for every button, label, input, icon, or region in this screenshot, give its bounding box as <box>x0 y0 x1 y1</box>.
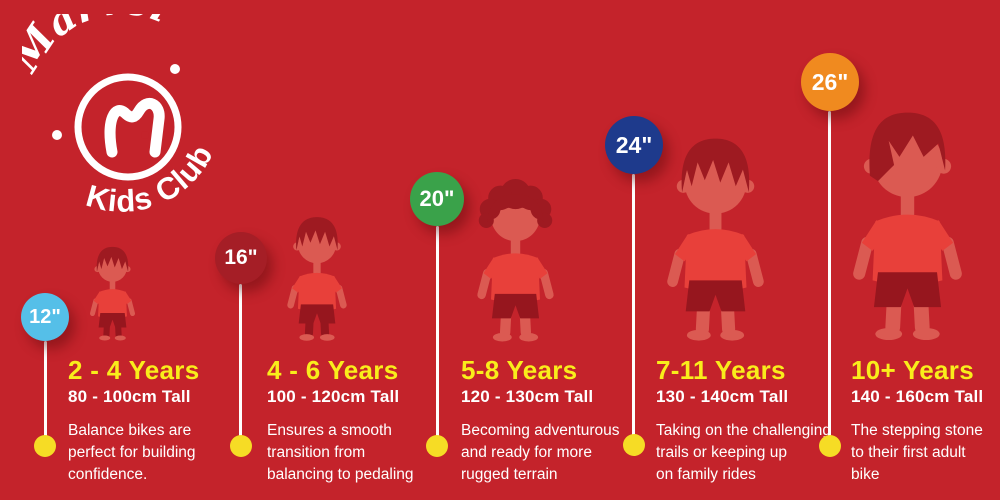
brand-logo: Marvel Kids Club <box>22 14 219 219</box>
kid-illustration-child <box>287 217 347 341</box>
badge-label: 12" <box>29 305 61 328</box>
badge-label: 20" <box>419 186 455 211</box>
pointer-line <box>436 226 439 446</box>
age-range-heading: 5-8 Years <box>461 355 578 385</box>
badge-label: 16" <box>224 246 258 269</box>
description: The stepping stone to their first adult … <box>851 422 983 483</box>
logo-dot-left <box>52 130 62 140</box>
pointer-line <box>239 284 242 446</box>
description: Taking on the challenging trails or keep… <box>656 422 831 483</box>
info-text-block: 10+ Years 140 - 160cm Tall The stepping … <box>851 356 1000 486</box>
description: Becoming adventurous and ready for more … <box>461 422 620 483</box>
logo-m-mark <box>74 73 182 181</box>
height-range: 80 - 100cm Tall <box>68 387 191 406</box>
wheel-size-badge: 12" <box>21 293 69 341</box>
kid-illustration-teen <box>853 112 962 341</box>
info-text-block: 4 - 6 Years 100 - 120cm Tall Ensures a s… <box>267 356 487 486</box>
age-range-heading: 2 - 4 Years <box>68 355 200 385</box>
pointer-line <box>828 111 831 446</box>
logo-text-marvel: Marvel <box>22 14 176 81</box>
info-text-block: 5-8 Years 120 - 130cm Tall Becoming adve… <box>461 356 681 486</box>
timeline-dot <box>623 434 645 456</box>
logo-dot-right <box>170 64 180 74</box>
timeline-dot <box>34 435 56 457</box>
age-range-heading: 10+ Years <box>851 355 974 385</box>
kid-illustration-curly <box>477 179 554 342</box>
height-range: 120 - 130cm Tall <box>461 387 594 406</box>
pointer-line <box>44 341 47 446</box>
timeline-dot <box>230 435 252 457</box>
description: Ensures a smooth transition from balanci… <box>267 422 414 483</box>
kid-illustration-boy <box>667 138 764 341</box>
info-text-block: 7-11 Years 130 - 140cm Tall Taking on th… <box>656 356 876 486</box>
height-range: 130 - 140cm Tall <box>656 387 789 406</box>
timeline-dot <box>819 435 841 457</box>
badge-label: 26" <box>811 68 849 95</box>
info-text-block: 2 - 4 Years 80 - 100cm Tall Balance bike… <box>68 356 288 486</box>
wheel-size-badge: 20" <box>410 172 464 226</box>
timeline-dot <box>426 435 448 457</box>
pointer-line <box>632 174 635 445</box>
wheel-size-badge: 26" <box>801 53 859 111</box>
badge-label: 24" <box>615 131 653 158</box>
height-range: 100 - 120cm Tall <box>267 387 400 406</box>
height-range: 140 - 160cm Tall <box>851 387 984 406</box>
age-range-heading: 4 - 6 Years <box>267 355 399 385</box>
description: Balance bikes are perfect for building c… <box>68 422 196 483</box>
kid-illustration-toddler <box>90 246 135 341</box>
wheel-size-badge: 24" <box>605 116 663 174</box>
age-range-heading: 7-11 Years <box>656 355 786 385</box>
wheel-size-badge: 16" <box>215 232 267 284</box>
